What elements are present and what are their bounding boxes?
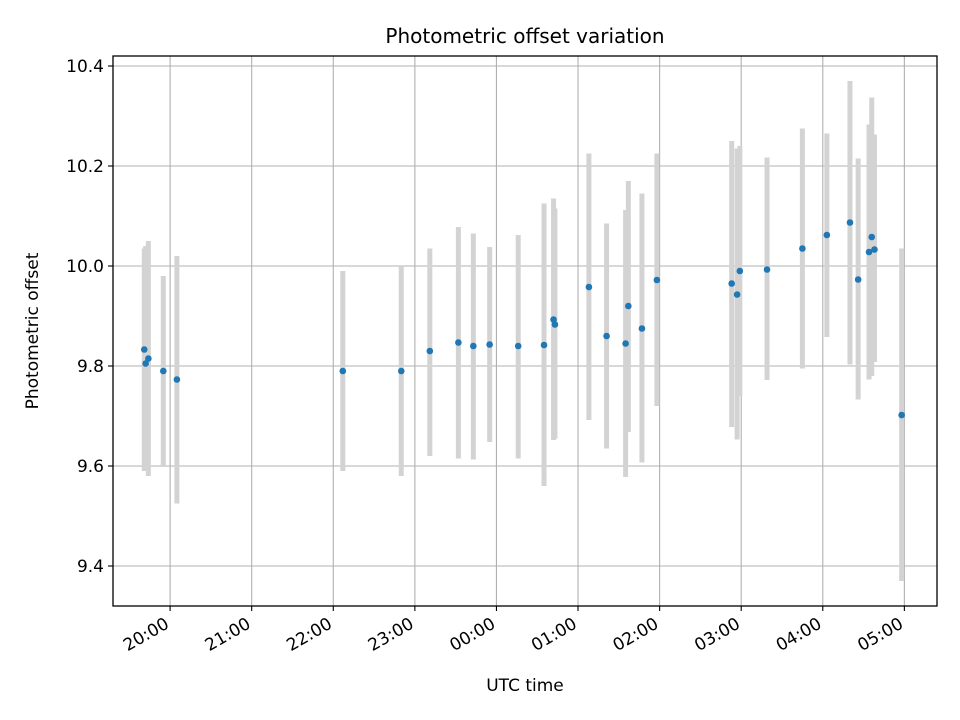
data-point bbox=[846, 219, 854, 226]
y-tick-label: 9.8 bbox=[77, 357, 104, 377]
y-tick-label: 10.4 bbox=[66, 57, 104, 77]
x-tick-label: 04:00 bbox=[773, 614, 825, 656]
x-axis-label: UTC time bbox=[486, 676, 564, 696]
data-point bbox=[486, 341, 493, 348]
plot-frame bbox=[112, 55, 938, 607]
data-points bbox=[140, 219, 905, 419]
data-point bbox=[470, 342, 477, 350]
data-point bbox=[865, 248, 873, 256]
data-point bbox=[142, 360, 149, 367]
y-tick-label: 9.4 bbox=[77, 557, 104, 577]
y-tick-label: 10.0 bbox=[66, 257, 104, 277]
x-tick-label: 20:00 bbox=[120, 614, 172, 656]
data-point bbox=[426, 347, 434, 355]
y-tick-label: 9.6 bbox=[77, 457, 104, 477]
data-point bbox=[763, 266, 771, 273]
data-point bbox=[603, 332, 610, 340]
data-point bbox=[550, 316, 557, 323]
data-point bbox=[871, 246, 878, 253]
data-point bbox=[145, 355, 152, 362]
data-point bbox=[585, 283, 593, 291]
data-point bbox=[728, 280, 735, 287]
chart-title: Photometric offset variation bbox=[385, 24, 664, 48]
grid-lines bbox=[113, 56, 937, 606]
data-point bbox=[733, 291, 741, 298]
x-tick-label: 02:00 bbox=[610, 614, 662, 656]
data-point bbox=[799, 245, 806, 252]
x-tick-labels: 20:00 21:00 22:00 23:00 00:00 01:00 02:00 03:00… bbox=[120, 614, 907, 656]
data-point bbox=[514, 342, 522, 350]
data-point bbox=[823, 231, 831, 239]
data-point bbox=[653, 276, 661, 284]
data-point bbox=[540, 341, 548, 349]
error-bars bbox=[141, 81, 905, 581]
x-tick-label: 03:00 bbox=[691, 614, 743, 656]
data-point bbox=[898, 411, 905, 419]
y-tick-labels: 9.4 9.6 9.8 10.0 10.2 10.4 bbox=[66, 57, 104, 577]
x-tick-label: 23:00 bbox=[365, 614, 417, 656]
data-point bbox=[868, 233, 876, 241]
y-tick-label: 10.2 bbox=[66, 157, 104, 177]
data-point bbox=[638, 325, 646, 332]
data-point bbox=[397, 367, 405, 375]
x-tick-label: 01:00 bbox=[528, 614, 580, 656]
data-point bbox=[173, 376, 181, 383]
data-point bbox=[736, 267, 744, 275]
data-point bbox=[455, 339, 462, 346]
x-tick-label: 00:00 bbox=[447, 614, 499, 656]
data-point bbox=[625, 302, 632, 310]
data-point bbox=[339, 367, 347, 375]
data-point bbox=[551, 321, 559, 328]
x-tick-label: 05:00 bbox=[854, 614, 906, 656]
x-tick-label: 22:00 bbox=[283, 614, 335, 656]
data-point bbox=[140, 346, 148, 353]
x-tick-label: 21:00 bbox=[202, 614, 254, 656]
data-point bbox=[622, 340, 629, 347]
data-point bbox=[160, 367, 167, 375]
tick-marks bbox=[108, 65, 905, 611]
y-axis-label: Photometric offset bbox=[23, 252, 43, 409]
data-point bbox=[854, 276, 862, 283]
